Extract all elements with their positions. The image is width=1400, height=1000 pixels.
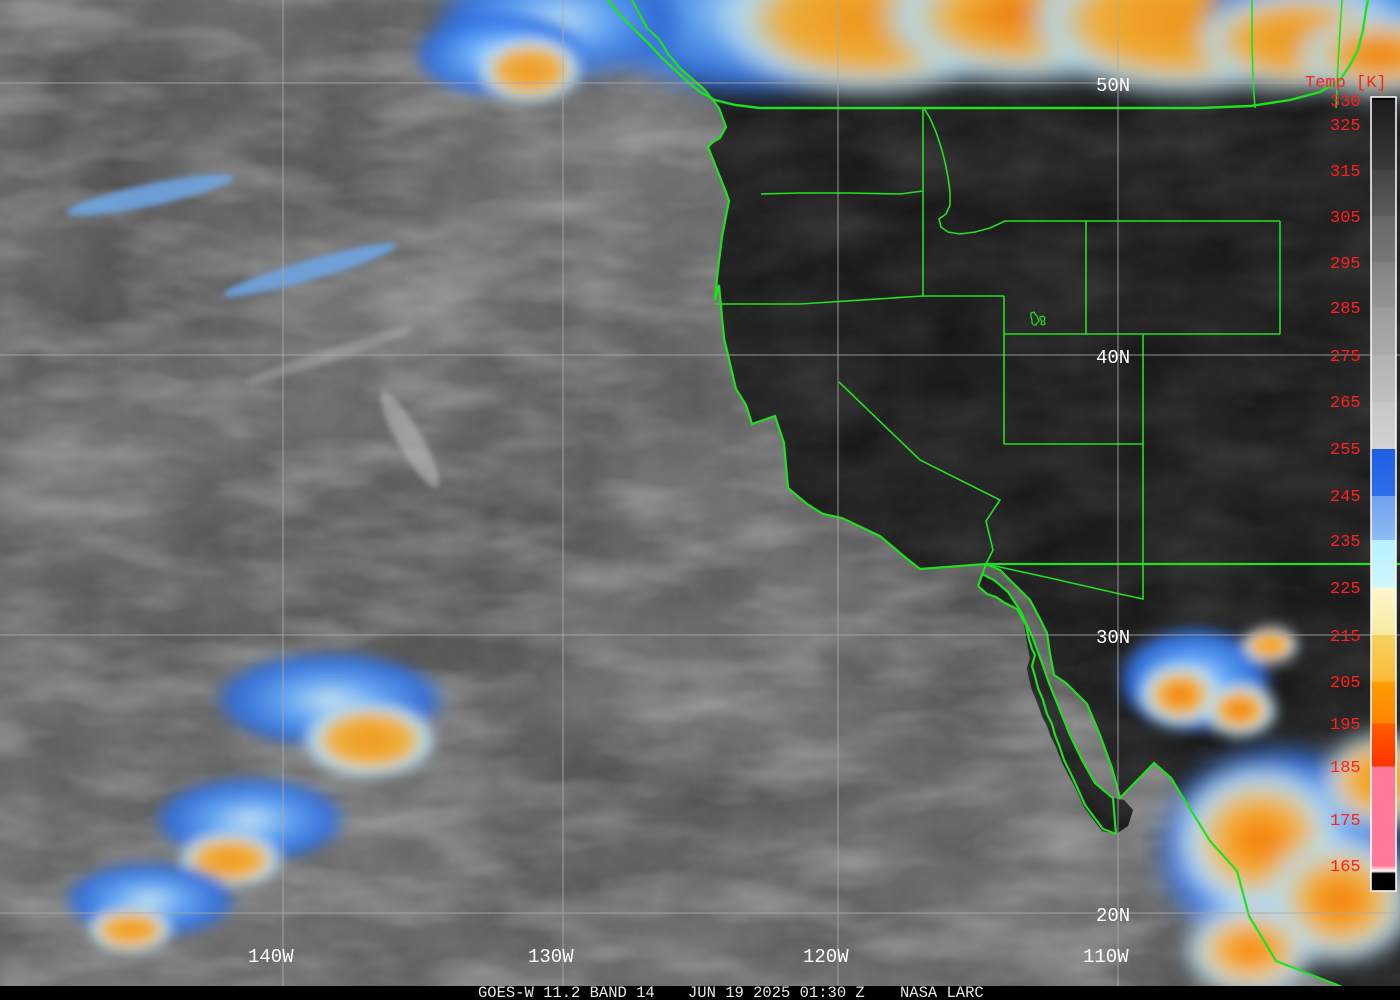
svg-text:JUN 19 2025 01:30 Z: JUN 19 2025 01:30 Z bbox=[688, 984, 865, 1000]
svg-text:NASA LARC: NASA LARC bbox=[900, 984, 984, 1000]
svg-text:GOES-W 11.2 BAND 14: GOES-W 11.2 BAND 14 bbox=[478, 984, 655, 1000]
